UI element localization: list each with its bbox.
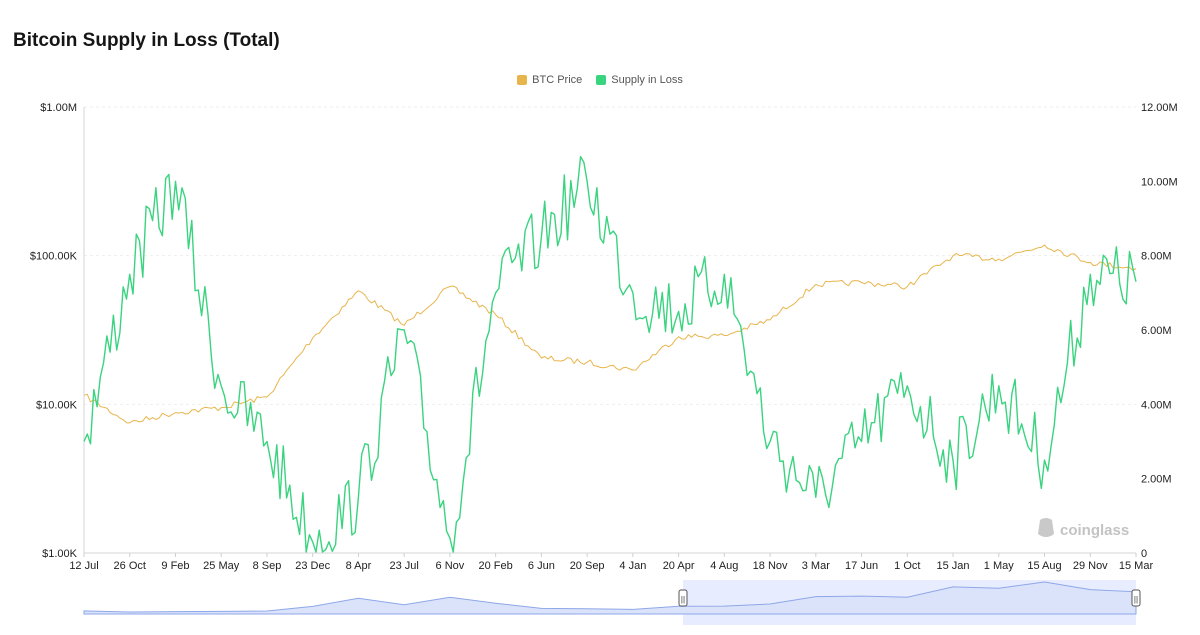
legend-swatch-btc-price	[517, 75, 528, 85]
legend-label-btc-price: BTC Price	[532, 74, 583, 86]
chart-legend: BTC Price Supply in Loss	[0, 74, 1200, 86]
x-tick-label: 15 Jan	[937, 560, 970, 572]
x-tick-label: 6 Jun	[528, 560, 555, 572]
y-left-tick-label: $1.00K	[42, 548, 78, 560]
x-tick-label: 8 Sep	[253, 560, 282, 572]
legend-item-supply-in-loss[interactable]: Supply in Loss	[596, 74, 683, 86]
navigator-handle-right[interactable]: ||	[1131, 589, 1141, 607]
page-title: Bitcoin Supply in Loss (Total)	[13, 30, 280, 51]
grid-lines	[84, 106, 1136, 554]
plot-area[interactable]	[83, 155, 1137, 553]
y-right-tick-label: 12.00M	[1141, 102, 1178, 114]
series-supply-in-loss-line	[83, 155, 1137, 553]
x-tick-label: 29 Nov	[1073, 560, 1108, 572]
x-tick-label: 1 Oct	[894, 560, 920, 572]
range-navigator[interactable]: || ||	[83, 580, 1141, 625]
y-left-ticks: $1.00K $10.00K $100.00K $1.00M	[30, 102, 78, 560]
y-right-ticks: 0 2.00M 4.00M 6.00M 8.00M 10.00M 12.00M	[1141, 102, 1178, 560]
x-tick-label: 20 Feb	[479, 560, 513, 572]
x-tick-label: 4 Aug	[710, 560, 738, 572]
watermark: coinglass	[1038, 518, 1129, 539]
y-left-tick-label: $10.00K	[36, 399, 78, 411]
y-right-tick-label: 8.00M	[1141, 251, 1172, 263]
navigator-handle-left[interactable]: ||	[678, 589, 688, 607]
y-left-tick-label: $1.00M	[40, 102, 77, 114]
y-right-tick-label: 10.00M	[1141, 176, 1178, 188]
x-tick-label: 3 Mar	[802, 560, 830, 572]
y-right-tick-label: 6.00M	[1141, 325, 1172, 337]
legend-label-supply-in-loss: Supply in Loss	[611, 74, 683, 86]
x-tick-label: 9 Feb	[161, 560, 189, 572]
x-tick-label: 15 Mar	[1119, 560, 1154, 572]
x-tick-label: 12 Jul	[69, 560, 98, 572]
legend-item-btc-price[interactable]: BTC Price	[517, 74, 582, 86]
series-btc-price-line	[83, 244, 1137, 424]
x-tick-label: 17 Jun	[845, 560, 878, 572]
x-tick-label: 20 Apr	[663, 560, 695, 572]
x-tick-label: 6 Nov	[436, 560, 465, 572]
x-tick-label: 1 May	[984, 560, 1014, 572]
navigator-mini-series	[83, 581, 1137, 615]
y-right-tick-label: 0	[1141, 548, 1147, 560]
y-right-tick-label: 2.00M	[1141, 474, 1172, 486]
x-tick-label: 26 Oct	[114, 560, 146, 572]
x-tick-label: 4 Jan	[619, 560, 646, 572]
legend-swatch-supply-in-loss	[596, 75, 607, 85]
x-tick-label: 8 Apr	[346, 560, 372, 572]
x-ticks: 12 Jul 26 Oct 9 Feb 25 May 8 Sep 23 Dec 8 Apr 2…	[69, 553, 1153, 572]
coinglass-logo-icon	[1038, 518, 1054, 537]
handle-right-grip-icon: ||	[1134, 595, 1138, 604]
y-left-tick-label: $100.00K	[30, 251, 78, 263]
x-tick-label: 25 May	[203, 560, 240, 572]
y-right-tick-label: 4.00M	[1141, 399, 1172, 411]
x-tick-label: 20 Sep	[570, 560, 605, 572]
handle-left-grip-icon: ||	[681, 595, 685, 604]
x-tick-label: 15 Aug	[1027, 560, 1061, 572]
x-tick-label: 23 Dec	[295, 560, 330, 572]
x-tick-label: 23 Jul	[389, 560, 418, 572]
x-tick-label: 18 Nov	[753, 560, 788, 572]
watermark-text: coinglass	[1060, 522, 1129, 539]
